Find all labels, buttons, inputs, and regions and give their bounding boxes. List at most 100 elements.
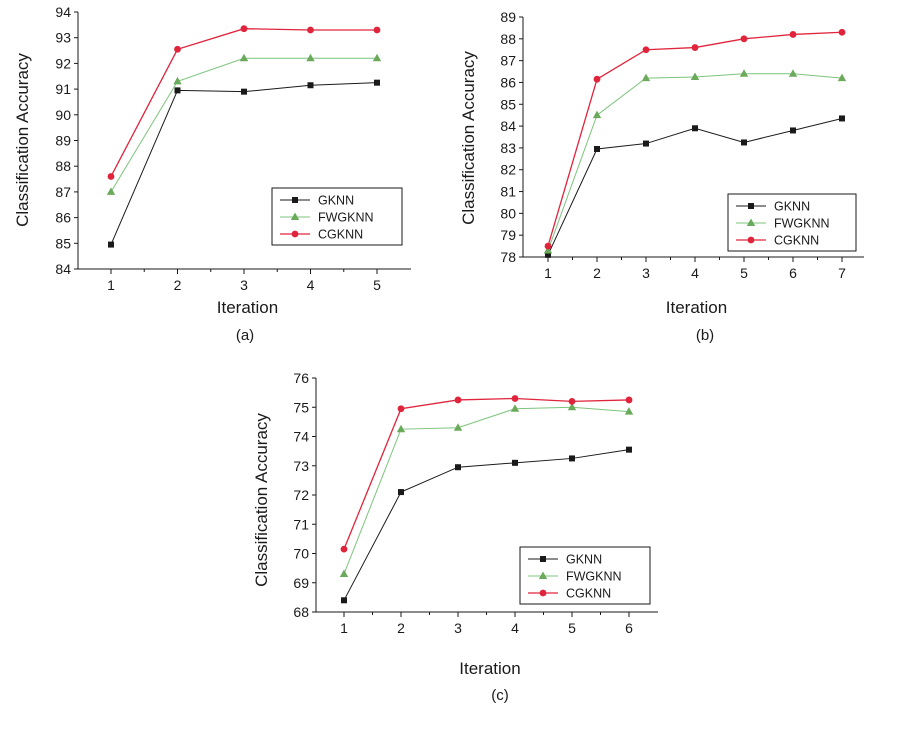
data-point-fwgknn <box>567 402 577 411</box>
x-tick-label: 2 <box>174 277 182 293</box>
x-tick-label: 3 <box>454 620 462 636</box>
data-point-cgknn <box>593 75 601 83</box>
data-point-gknn <box>241 88 247 95</box>
x-tick-label: 4 <box>307 277 315 293</box>
legend-marker-fwgknn <box>538 571 548 579</box>
data-point-gknn <box>341 597 347 604</box>
x-axis-title: Iteration <box>666 298 727 317</box>
data-point-fwgknn <box>173 76 182 85</box>
x-tick-label: 1 <box>544 265 552 281</box>
y-tick-label: 91 <box>55 81 71 97</box>
data-point-gknn <box>374 79 380 86</box>
y-tick-label: 87 <box>55 184 71 200</box>
data-point-gknn <box>307 82 314 89</box>
y-tick-label: 85 <box>500 96 516 112</box>
series-line-fwgknn <box>110 57 377 193</box>
y-tick-label: 75 <box>293 399 309 415</box>
data-point-fwgknn <box>453 423 463 431</box>
x-tick-label: 7 <box>838 265 846 281</box>
y-tick-label: 79 <box>500 227 516 243</box>
y-tick-label: 84 <box>500 118 516 134</box>
data-point-gknn <box>545 251 551 258</box>
data-point-gknn <box>692 125 698 132</box>
y-tick-label: 74 <box>293 429 309 445</box>
legend: GKNN FWGKNN CGKNN <box>727 193 857 252</box>
legend-label-gknn: GKNN <box>318 194 354 208</box>
y-tick-label: 89 <box>500 9 516 25</box>
data-point-cgknn <box>625 396 633 404</box>
y-tick-label: 70 <box>293 546 309 562</box>
x-tick-label: 1 <box>340 620 348 636</box>
data-point-fwgknn <box>739 69 749 77</box>
series-line-gknn <box>343 449 630 601</box>
legend-marker-cgknn <box>539 589 547 597</box>
y-axis-title: Classification Accuracy <box>13 53 32 227</box>
y-tick-label: 68 <box>293 604 309 620</box>
y-tick-label: 83 <box>500 140 516 156</box>
y-tick-label: 90 <box>55 107 71 123</box>
legend-label-cgknn: CGKNN <box>318 228 363 242</box>
data-point-gknn <box>174 87 181 94</box>
x-axis-title: Iteration <box>459 659 520 678</box>
data-point-gknn <box>512 459 518 466</box>
y-tick-label: 93 <box>55 30 71 46</box>
data-point-gknn <box>741 139 747 146</box>
series-line-cgknn <box>110 28 377 177</box>
data-point-gknn <box>643 140 649 147</box>
data-point-gknn <box>398 489 404 496</box>
data-point-cgknn <box>544 242 552 250</box>
y-axis-title: Classification Accuracy <box>252 413 271 587</box>
data-point-fwgknn <box>690 72 700 80</box>
x-tick-label: 2 <box>397 620 405 636</box>
data-point-cgknn <box>642 46 650 54</box>
chart-b: 78 79 80 81 82 83 84 85 86 87 88 89 1 2 3 4 5 6 7 Iteration… <box>459 9 864 344</box>
legend-label-gknn: GKNN <box>566 553 602 567</box>
data-point-gknn <box>839 115 845 122</box>
data-point-cgknn <box>454 396 462 404</box>
data-point-cgknn <box>691 44 699 51</box>
legend-label-gknn: GKNN <box>774 200 810 214</box>
chart-caption: (b) <box>696 327 714 344</box>
x-tick-label: 2 <box>593 265 601 281</box>
data-point-fwgknn <box>106 187 116 195</box>
y-tick-label: 85 <box>55 235 71 251</box>
data-point-cgknn <box>174 45 181 53</box>
data-point-cgknn <box>397 405 405 413</box>
data-point-gknn <box>594 146 600 152</box>
x-tick-label: 5 <box>740 265 748 281</box>
legend-marker-gknn <box>540 556 546 562</box>
data-point-fwgknn <box>543 245 553 254</box>
data-point-gknn <box>626 446 632 453</box>
data-point-fwgknn <box>339 569 349 577</box>
y-tick-label: 87 <box>500 53 516 69</box>
data-point-cgknn <box>307 26 314 34</box>
legend: GKNN FWGKNN CGKNN <box>271 187 403 246</box>
legend-marker-cgknn <box>747 236 755 244</box>
y-tick-label: 92 <box>55 55 71 71</box>
y-tick-label: 69 <box>293 575 309 591</box>
data-point-fwgknn <box>788 69 798 77</box>
chart-c: 68 69 70 71 72 73 74 75 76 1 2 3 4 5 6 Iteration Classif… <box>252 370 658 704</box>
legend-marker-fwgknn <box>746 218 756 226</box>
data-point-fwgknn <box>510 404 520 412</box>
legend-label-cgknn: CGKNN <box>566 587 611 601</box>
y-tick-label: 81 <box>500 184 516 200</box>
data-point-cgknn <box>107 173 115 180</box>
y-tick-label: 82 <box>500 162 516 178</box>
x-tick-label: 3 <box>642 265 650 281</box>
y-tick-label: 80 <box>500 205 516 221</box>
data-point-fwgknn <box>239 53 249 62</box>
x-tick-label: 4 <box>511 620 519 636</box>
data-point-fwgknn <box>641 73 651 82</box>
legend-label-fwgknn: FWGKNN <box>318 211 374 225</box>
x-tick-label: 5 <box>373 277 381 293</box>
legend-label-cgknn: CGKNN <box>774 234 819 248</box>
y-tick-label: 73 <box>293 458 309 474</box>
x-tick-label: 1 <box>107 277 115 293</box>
legend-marker-fwgknn <box>290 212 300 220</box>
x-tick-label: 3 <box>240 277 248 293</box>
x-tick-label: 6 <box>625 620 633 636</box>
data-point-fwgknn <box>372 53 382 62</box>
x-axis-title: Iteration <box>217 298 278 317</box>
